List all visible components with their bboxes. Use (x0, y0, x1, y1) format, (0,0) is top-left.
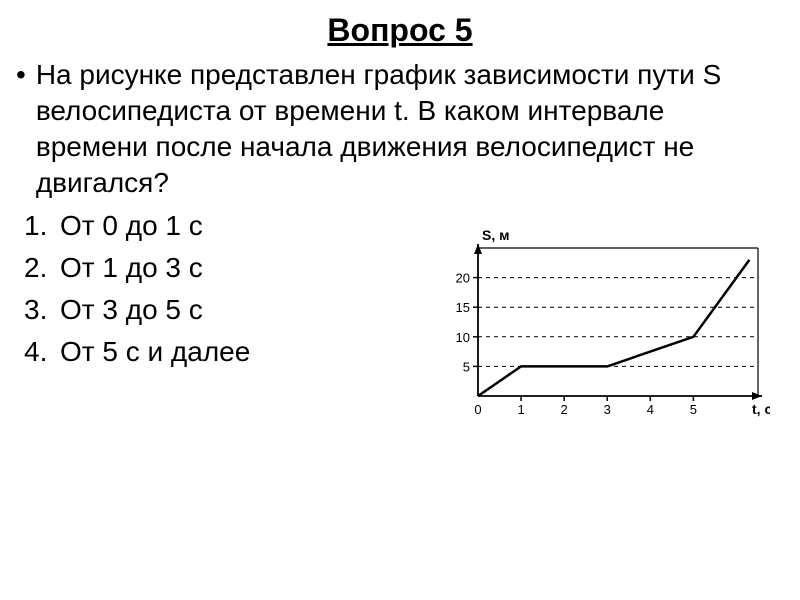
svg-text:t, с: t, с (752, 401, 770, 417)
answer-text: От 0 до 1 с (60, 205, 203, 247)
svg-text:2: 2 (561, 402, 568, 417)
svg-text:0: 0 (474, 402, 481, 417)
answer-number: 2. (24, 247, 60, 289)
answer-number: 3. (24, 289, 60, 331)
svg-text:S, м: S, м (482, 227, 509, 243)
svg-text:4: 4 (647, 402, 654, 417)
question-text: На рисунке представлен график зависимост… (36, 57, 776, 201)
distance-time-chart: 0 1 2 3 4 5 5 10 15 20 S, м t, с (430, 226, 770, 426)
svg-text:15: 15 (456, 300, 470, 315)
answer-text: От 3 до 5 с (60, 289, 203, 331)
question-title: Вопрос 5 (0, 0, 800, 57)
svg-text:3: 3 (604, 402, 611, 417)
svg-text:10: 10 (456, 330, 470, 345)
answer-number: 4. (24, 331, 60, 373)
svg-text:5: 5 (690, 402, 697, 417)
answer-text: От 5 с и далее (60, 331, 250, 373)
svg-text:5: 5 (463, 359, 470, 374)
svg-text:1: 1 (517, 402, 524, 417)
answer-text: От 1 до 3 с (60, 247, 203, 289)
bullet-icon: • (16, 57, 26, 93)
svg-text:20: 20 (456, 271, 470, 286)
answer-number: 1. (24, 205, 60, 247)
question-line: • На рисунке представлен график зависимо… (24, 57, 776, 201)
